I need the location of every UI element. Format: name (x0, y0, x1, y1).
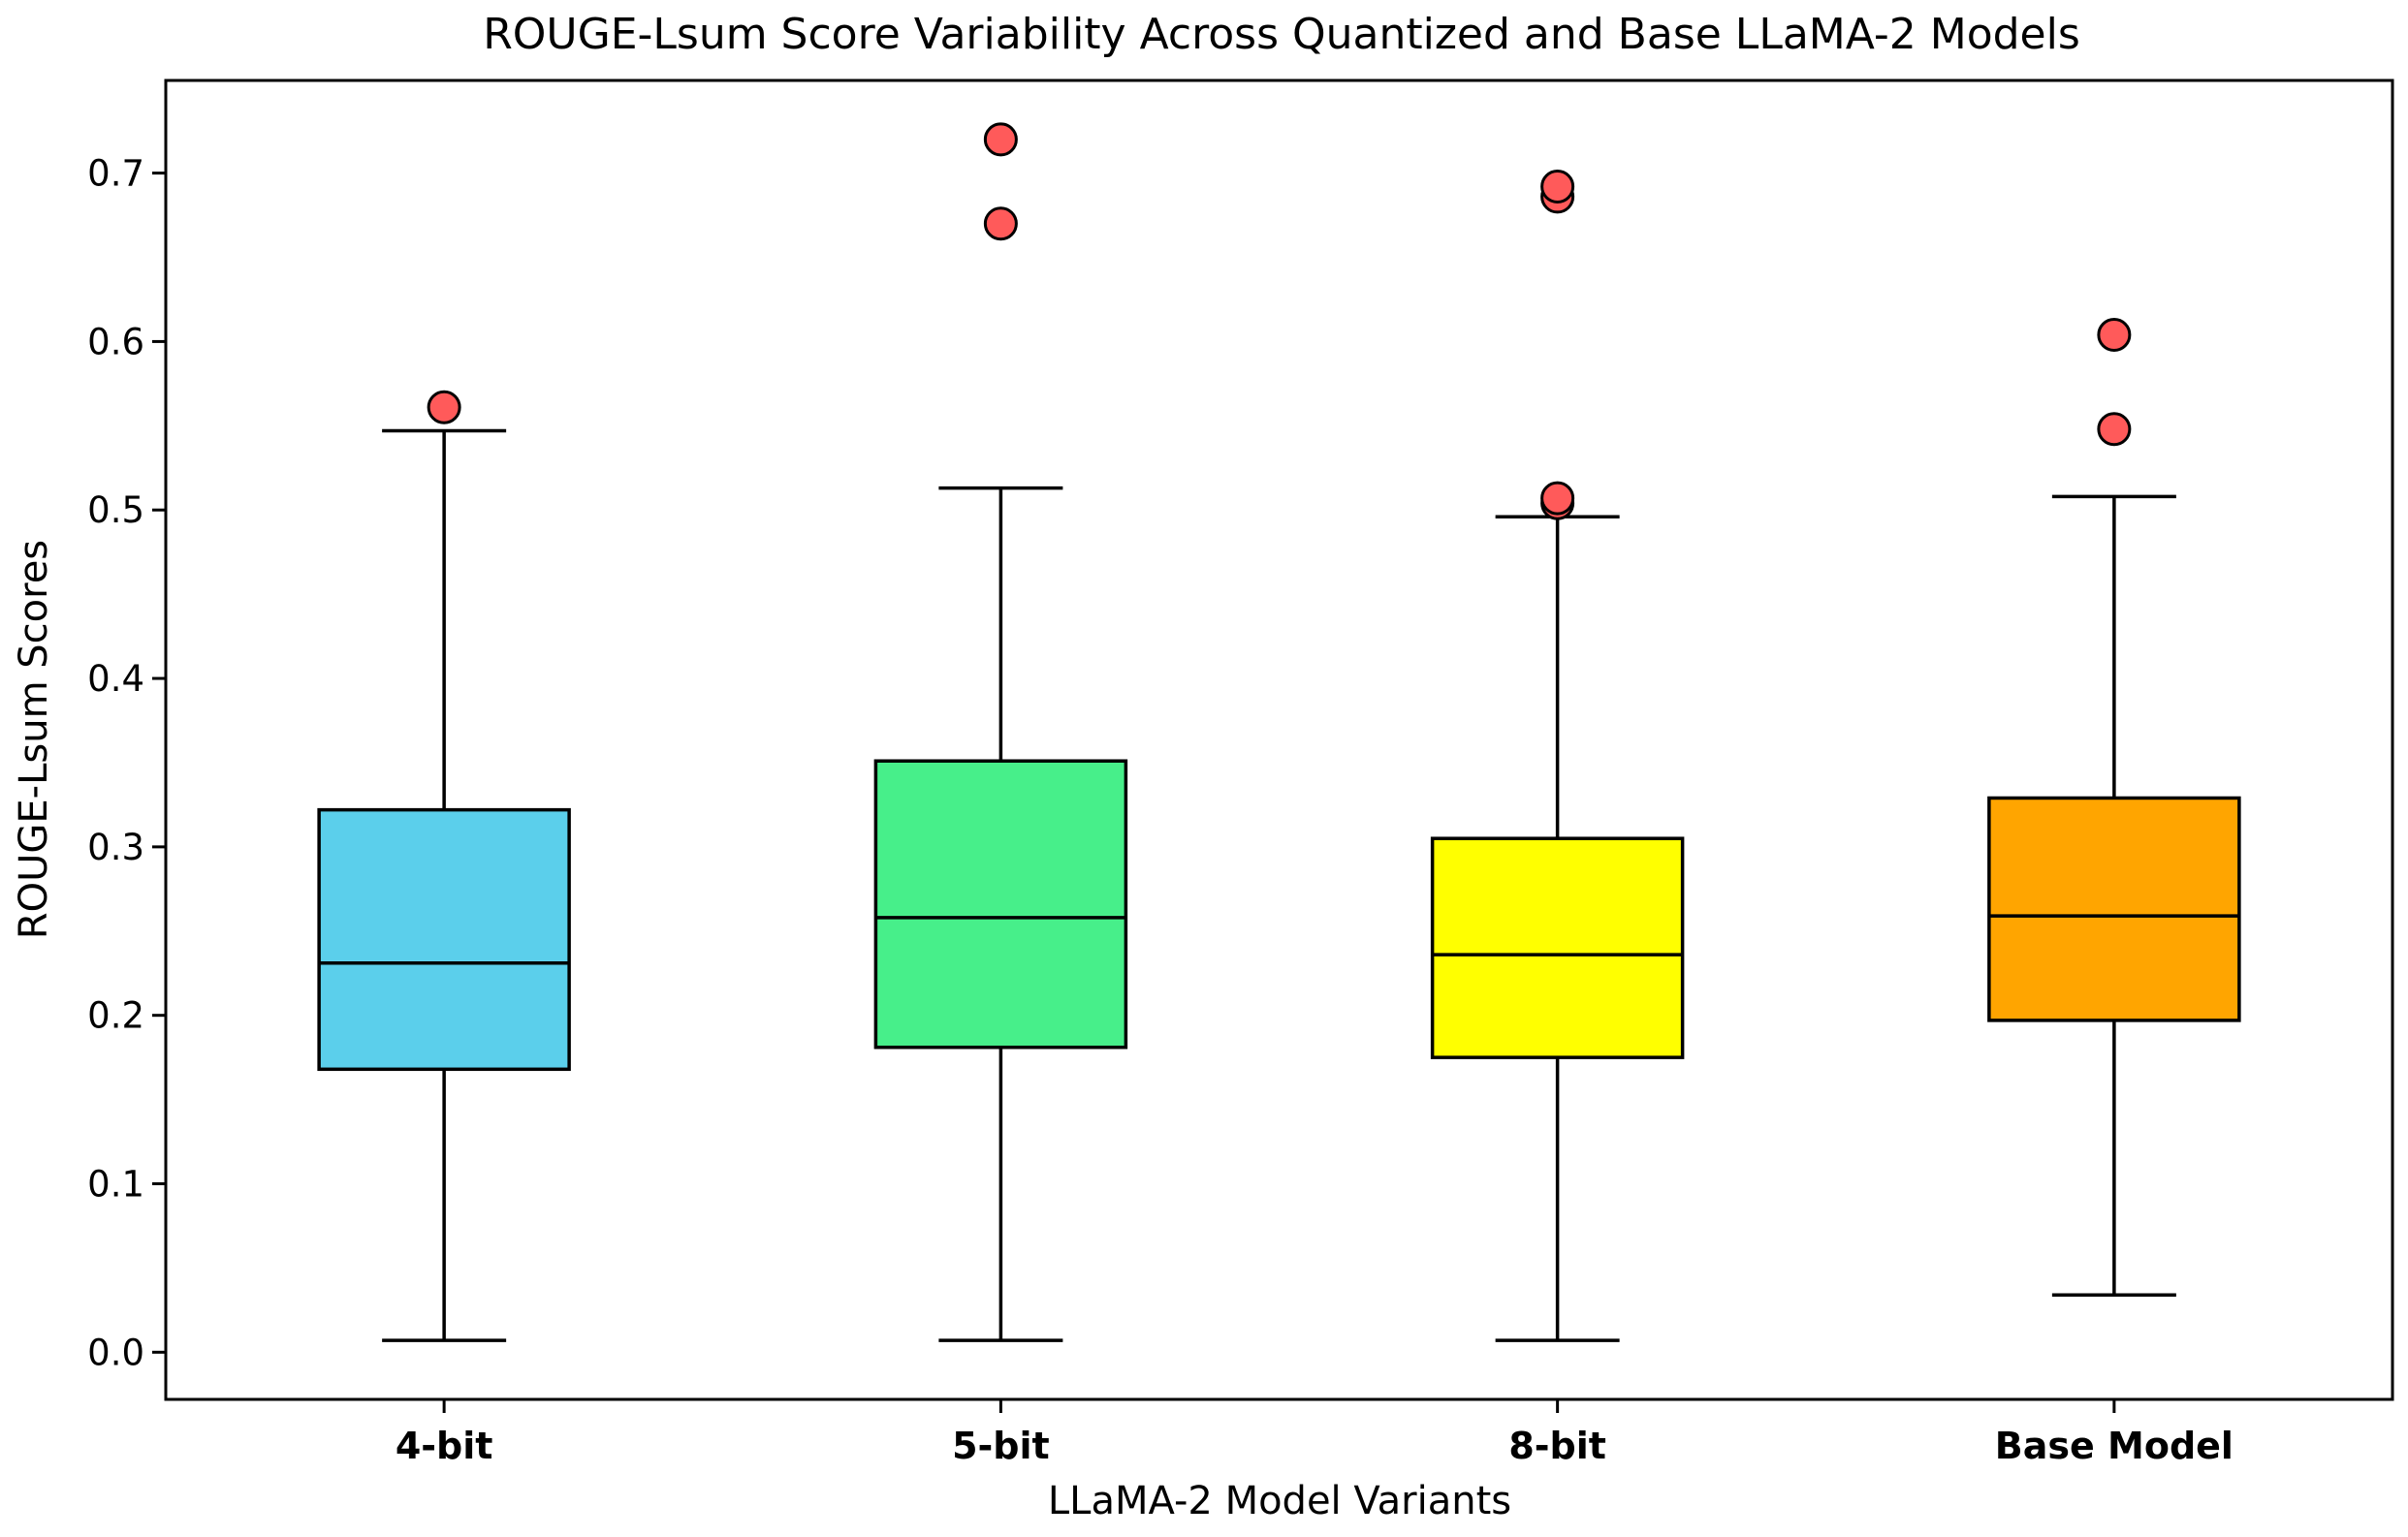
outlier-point (1540, 170, 1575, 204)
outlier-point (427, 390, 461, 424)
x-axis: 4-bit 5-bit 8-bit Base Model (396, 1399, 2234, 1467)
outlier-point (1540, 481, 1575, 516)
outlier-point (2097, 412, 2132, 447)
box-iqr (873, 759, 1128, 1050)
y-tick-label: 0.4 (87, 658, 144, 700)
plot-area (317, 122, 2241, 1342)
y-tick-label: 0.0 (87, 1332, 144, 1373)
y-axis-label: ROUGE-Lsum Scores (12, 540, 56, 939)
x-tick-label: 4-bit (396, 1425, 493, 1467)
y-tick-label: 0.5 (87, 489, 144, 531)
box-group-5-bit (873, 122, 1128, 1342)
y-tick-label: 0.6 (87, 321, 144, 362)
box-group-8-bit (1430, 170, 1685, 1342)
plot-frame (164, 78, 2394, 1401)
x-tick-label: 5-bit (952, 1425, 1050, 1467)
box-iqr (317, 807, 571, 1072)
x-tick-label: 8-bit (1508, 1425, 1606, 1467)
y-tick-label: 0.1 (87, 1164, 144, 1206)
y-tick-label: 0.7 (87, 153, 144, 195)
box-iqr (1987, 796, 2241, 1022)
box-group-4-bit (317, 390, 571, 1342)
y-tick-label: 0.2 (87, 995, 144, 1037)
outlier-point (983, 122, 1018, 157)
box-group-base-model (1987, 317, 2241, 1297)
outlier-point (2097, 317, 2132, 352)
outlier-point (983, 206, 1018, 241)
x-axis-label: LLaMA-2 Model Variants (1048, 1479, 1511, 1523)
box-iqr (1430, 836, 1685, 1059)
x-tick-label: Base Model (1995, 1425, 2234, 1467)
y-tick-label: 0.3 (87, 827, 144, 868)
y-axis: 0.0 0.1 0.2 0.3 0.4 0.5 0.6 0.7 (87, 153, 166, 1373)
chart-title: ROUGE-Lsum Score Variability Across Quan… (483, 10, 2080, 59)
